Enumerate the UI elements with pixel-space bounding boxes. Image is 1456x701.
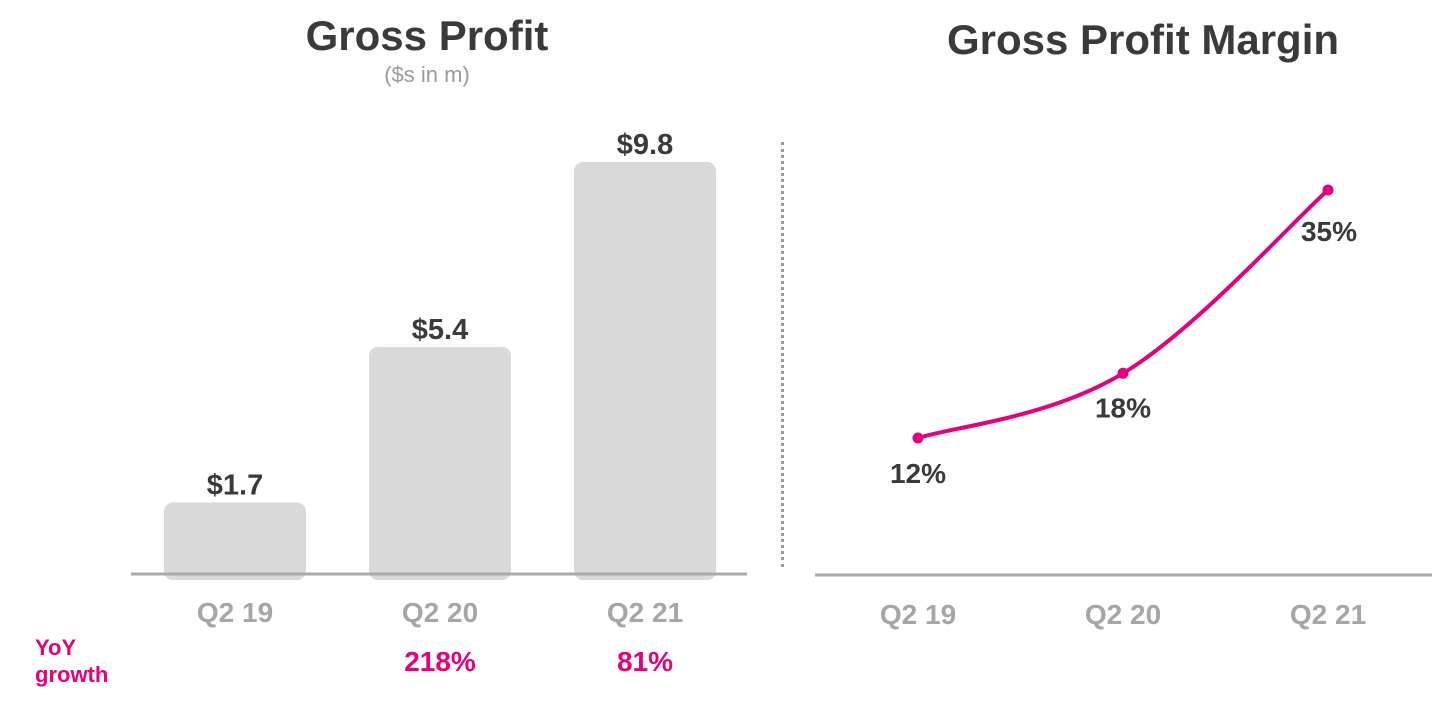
chart-divider [781,142,784,567]
bar-data-label-q2-19: $1.7 [207,470,263,502]
yoy-label-line2: growth [35,662,109,687]
gross-profit-title: Gross Profit [305,12,549,59]
bar-q2-20 [369,346,511,580]
bar-x-tick-q2-21: Q2 21 [607,597,683,628]
bar-data-label-q2-21: $9.8 [617,129,673,161]
gross-profit-bar-chart: $1.7 Q2 19 $5.4 Q2 20 $9.8 Q2 21 [131,129,747,628]
bar-x-tick-q2-20: Q2 20 [402,597,478,628]
margin-point-q2-19 [912,432,924,444]
yoy-label-line1: YoY [35,635,77,660]
margin-data-label-q2-19: 12% [890,458,946,489]
bar-q2-19 [164,502,306,580]
bar-x-tick-q2-19: Q2 19 [197,597,273,628]
margin-data-label-q2-21: 35% [1301,216,1357,247]
margin-data-label-q2-20: 18% [1095,392,1151,423]
yoy-value-q2-21: 81% [616,646,674,677]
bar-data-label-q2-20: $5.4 [412,314,468,346]
bar-q2-21 [574,162,716,580]
margin-point-q2-21 [1322,184,1334,196]
margin-point-q2-20 [1117,367,1129,379]
yoy-value-q2-20: 218% [404,646,476,677]
gross-profit-subtitle: ($s in m) [384,62,470,87]
yoy-growth-label: YoY growth [35,634,108,688]
line-x-tick-q2-20: Q2 20 [1085,599,1161,630]
line-x-tick-q2-21: Q2 21 [1290,599,1366,630]
line-x-tick-q2-19: Q2 19 [880,599,956,630]
gross-profit-margin-title: Gross Profit Margin [946,16,1340,63]
